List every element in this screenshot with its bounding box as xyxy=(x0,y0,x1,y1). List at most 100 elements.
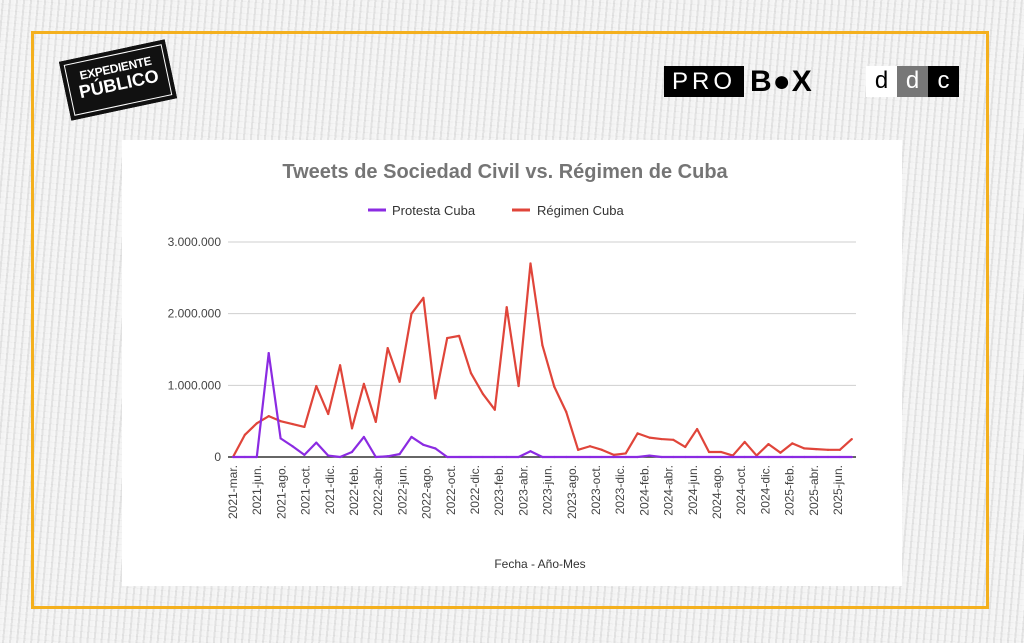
x-tick-label: 2023-jun. xyxy=(541,465,555,515)
data-point-regimen xyxy=(327,412,330,416)
data-point-protesta xyxy=(803,455,806,459)
x-tick-label: 2025-jun. xyxy=(831,465,845,515)
data-point-regimen xyxy=(458,334,461,337)
x-tick-label: 2022-jun. xyxy=(395,465,409,515)
data-point-protesta xyxy=(315,441,318,444)
data-point-regimen xyxy=(660,437,663,441)
data-point-regimen xyxy=(505,306,508,309)
x-tick-label: 2022-oct. xyxy=(444,465,458,515)
data-point-regimen xyxy=(446,336,449,340)
data-point-protesta xyxy=(755,455,758,459)
data-point-protesta xyxy=(243,455,246,459)
x-tick-label: 2023-dic. xyxy=(613,465,627,514)
data-point-protesta xyxy=(291,445,294,448)
series-line-protesta xyxy=(233,351,852,459)
x-tick-label: 2024-dic. xyxy=(758,465,772,514)
data-point-protesta xyxy=(624,455,627,459)
x-tick-label: 2022-abr. xyxy=(371,465,385,516)
x-tick-label: 2022-dic. xyxy=(468,465,482,514)
data-point-protesta xyxy=(719,455,723,459)
data-point-regimen xyxy=(719,450,723,454)
data-point-protesta xyxy=(731,455,734,459)
chart-title: Tweets de Sociedad Civil vs. Régimen de … xyxy=(282,161,728,183)
data-point-protesta xyxy=(231,455,235,459)
data-point-regimen xyxy=(803,447,806,450)
ddc-logo-c: c xyxy=(928,66,959,97)
data-point-regimen xyxy=(529,262,532,265)
data-point-protesta xyxy=(422,443,425,446)
data-point-regimen xyxy=(612,453,615,456)
data-point-protesta xyxy=(434,447,437,450)
data-point-regimen xyxy=(255,422,258,425)
x-tick-label: 2023-ago. xyxy=(565,465,579,519)
data-point-protesta xyxy=(767,455,770,459)
data-point-protesta xyxy=(529,450,532,453)
y-tick-label: 3.000.000 xyxy=(168,235,222,249)
data-point-regimen xyxy=(362,382,365,385)
data-point-regimen xyxy=(386,346,389,350)
probox-logo-left: PRO xyxy=(664,66,745,97)
x-tick-label: 2023-oct. xyxy=(589,465,603,515)
data-point-regimen xyxy=(707,450,711,454)
series-line-regimen xyxy=(232,262,853,458)
x-tick-label: 2021-jun. xyxy=(250,465,264,515)
x-tick-label: 2022-feb. xyxy=(347,465,361,516)
data-point-protesta xyxy=(327,454,330,457)
data-point-protesta xyxy=(660,455,663,459)
x-tick-label: 2021-dic. xyxy=(323,465,337,514)
legend-label-protesta[interactable]: Protesta Cuba xyxy=(392,203,476,218)
data-point-protesta xyxy=(339,455,342,459)
data-point-regimen xyxy=(648,436,651,439)
data-point-regimen xyxy=(696,427,699,431)
data-point-regimen xyxy=(481,392,484,396)
data-point-protesta xyxy=(850,455,853,459)
data-point-regimen xyxy=(838,448,842,451)
legend-label-regimen[interactable]: Régimen Cuba xyxy=(537,203,624,218)
probox-logo-right: B●X xyxy=(750,65,813,98)
data-point-regimen xyxy=(517,384,520,388)
ddc-logo-d1: d xyxy=(866,66,897,97)
data-point-protesta xyxy=(267,351,270,355)
data-point-protesta xyxy=(493,455,496,459)
data-point-regimen xyxy=(493,408,496,411)
data-point-protesta xyxy=(350,450,354,454)
data-point-protesta xyxy=(469,455,473,459)
data-point-protesta xyxy=(743,455,746,459)
probox-logo: PRO B●X xyxy=(664,66,813,97)
data-point-regimen xyxy=(339,364,342,367)
data-point-protesta xyxy=(648,454,651,457)
data-point-regimen xyxy=(243,433,246,436)
data-point-protesta xyxy=(303,453,306,456)
data-point-protesta xyxy=(362,435,365,439)
data-point-protesta xyxy=(517,455,520,459)
data-point-protesta xyxy=(779,455,782,459)
data-point-protesta xyxy=(505,455,508,459)
data-point-protesta xyxy=(696,455,699,459)
data-point-regimen xyxy=(279,420,282,423)
data-point-regimen xyxy=(624,452,627,455)
data-point-protesta xyxy=(446,455,449,459)
x-tick-label: 2022-ago. xyxy=(420,465,434,519)
ddc-logo-d2: d xyxy=(897,66,928,97)
x-tick-label: 2024-jun. xyxy=(686,465,700,515)
x-tick-label: 2021-oct. xyxy=(299,465,313,515)
data-point-protesta xyxy=(386,455,389,458)
data-point-regimen xyxy=(422,296,425,299)
data-point-regimen xyxy=(791,442,794,445)
frame-border xyxy=(31,31,989,609)
x-tick-label: 2023-abr. xyxy=(516,465,530,516)
x-tick-label: 2024-ago. xyxy=(710,465,724,519)
data-point-regimen xyxy=(398,380,401,383)
data-point-regimen xyxy=(815,448,818,451)
x-tick-label: 2025-feb. xyxy=(783,465,797,516)
data-point-protesta xyxy=(815,455,818,459)
data-point-regimen xyxy=(541,344,544,347)
data-point-regimen xyxy=(565,410,568,413)
data-point-protesta xyxy=(398,453,401,456)
x-tick-label: 2021-ago. xyxy=(274,465,288,519)
data-point-protesta xyxy=(458,455,461,459)
chart-container xyxy=(122,140,902,586)
x-axis-label: Fecha - Año-Mes xyxy=(494,557,585,571)
data-point-regimen xyxy=(826,448,830,451)
